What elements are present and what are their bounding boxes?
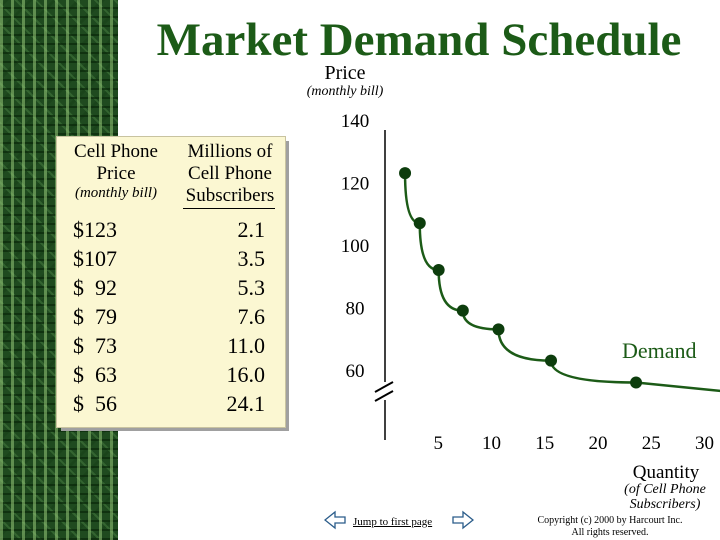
subscribers-cell: 16.0: [226, 362, 266, 387]
axis-break-mark: [374, 390, 394, 402]
y-tick-labels: 140 120 100 80 60: [341, 111, 370, 382]
header-underline: [183, 208, 275, 209]
x-axis-subtitle-line1: (of Cell Phone: [624, 482, 706, 497]
arrow-right-icon[interactable]: [452, 510, 474, 530]
x-tick-label: 5: [434, 433, 444, 454]
subscribers-cell: 2.1: [237, 217, 266, 242]
price-cell: $123: [73, 217, 117, 242]
price-header-line2: Price: [96, 163, 136, 184]
demand-data-point: [630, 376, 643, 389]
x-axis-title: Quantity: [632, 462, 700, 483]
price-cell: $107: [73, 246, 117, 271]
price-cell: $ 63: [73, 362, 117, 387]
slide-title: Market Demand Schedule: [156, 14, 682, 66]
x-tick-label: 30: [695, 433, 714, 454]
x-tick-label: 20: [589, 433, 608, 454]
x-tick-label: 10: [482, 433, 501, 454]
x-tick-label: 15: [535, 433, 554, 454]
subscribers-cell: 5.3: [237, 275, 266, 300]
x-tick-labels: 5 10 15 20 25 30: [434, 433, 715, 454]
copyright-line1: Copyright (c) 2000 by Harcourt Inc.: [537, 515, 683, 526]
demand-data-point: [545, 354, 557, 367]
subscribers-header-line1: Millions of: [187, 141, 273, 162]
price-header-line1: Cell Phone: [74, 141, 158, 162]
y-tick-label: 120: [341, 174, 370, 195]
demand-data-point: [413, 217, 426, 230]
price-cell: $ 92: [73, 275, 117, 300]
y-axis-title: Price: [324, 62, 366, 84]
demand-schedule-table: Cell Phone Price (monthly bill) Millions…: [56, 136, 286, 428]
subscribers-cell: 11.0: [227, 333, 265, 358]
subscribers-header-line2: Cell Phone: [188, 163, 272, 184]
demand-data-point: [456, 304, 469, 317]
y-tick-label: 80: [346, 299, 365, 320]
y-axis-subtitle: (monthly bill): [306, 84, 384, 99]
axis-break-mark: [374, 381, 394, 393]
x-tick-label: 25: [642, 433, 661, 454]
price-cell: $ 73: [73, 333, 117, 358]
subscribers-cell: 24.1: [226, 391, 266, 416]
demand-data-point: [399, 167, 412, 180]
y-tick-label: 140: [341, 111, 370, 132]
price-cell: $ 79: [73, 304, 117, 329]
copyright-line2: All rights reserved.: [571, 527, 649, 538]
demand-curve-label: Demand: [622, 338, 697, 363]
data-points-layer: [399, 167, 643, 389]
chart-axes: [374, 130, 394, 440]
y-tick-label: 100: [341, 236, 370, 257]
subscribers-cell: 3.5: [237, 246, 266, 271]
jump-to-first-page-link[interactable]: Jump to first page: [353, 516, 433, 528]
x-axis-subtitle-line2: Subscribers): [629, 497, 701, 512]
price-header-line3: (monthly bill): [74, 185, 158, 201]
subscribers-cell: 7.6: [237, 304, 266, 329]
demand-data-point: [492, 323, 505, 336]
arrow-left-icon[interactable]: [324, 510, 346, 530]
subscribers-header-line3: Subscribers: [185, 185, 275, 206]
demand-data-point: [432, 264, 445, 276]
y-tick-label: 60: [346, 361, 365, 382]
price-cell: $ 56: [73, 391, 117, 416]
